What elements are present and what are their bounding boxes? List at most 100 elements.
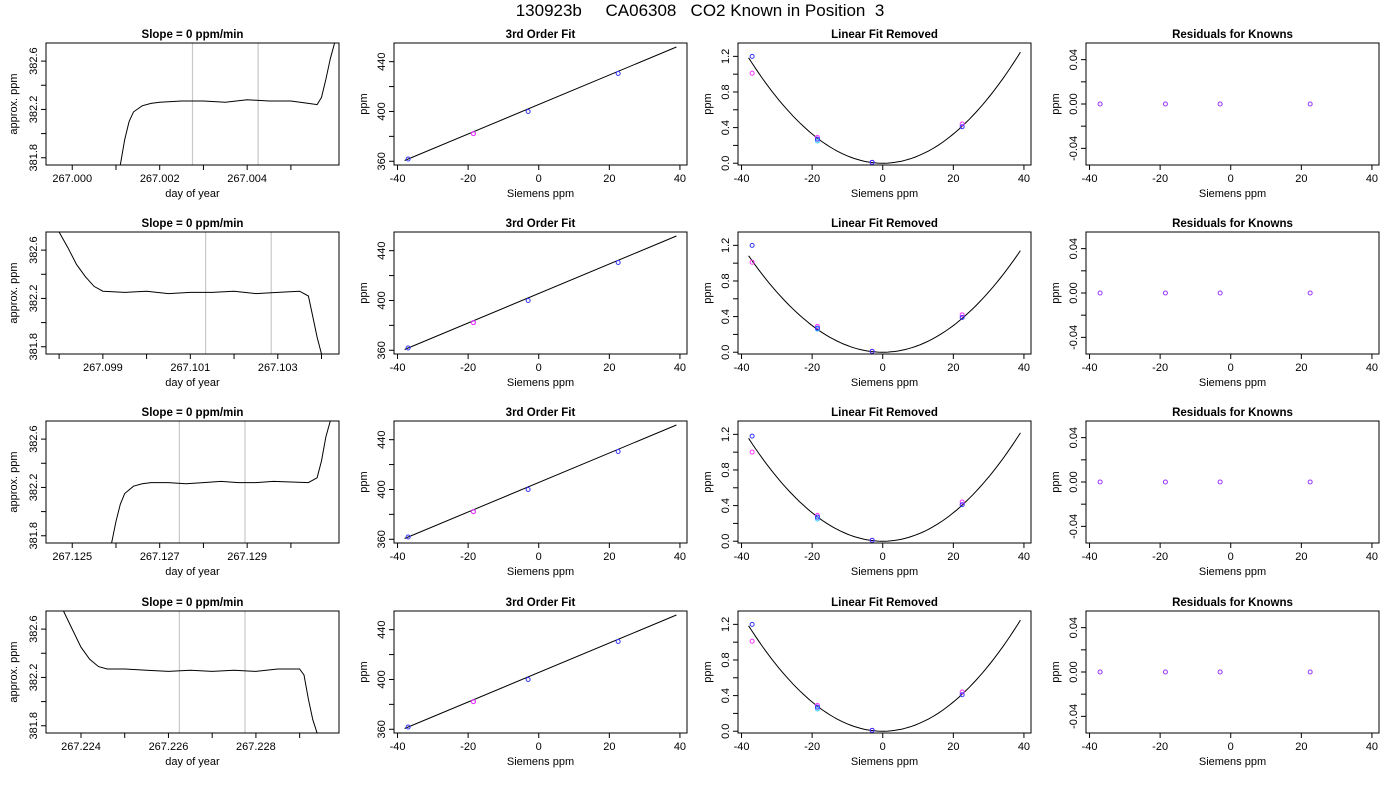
residual-point (1217, 669, 1223, 675)
plot-frame (393, 610, 688, 734)
y-tick-label: 0.00 (1068, 661, 1080, 682)
data-point-alt (749, 259, 755, 265)
plot-area (404, 46, 677, 162)
data-point (525, 297, 531, 303)
y-tick-label: 0.4 (720, 120, 732, 135)
residual-point (1307, 479, 1313, 485)
y-tick-label: 360 (376, 152, 388, 170)
y-tick-label: 1.2 (720, 617, 732, 632)
plot-area (58, 232, 322, 354)
x-axis-label: day of year (165, 756, 220, 768)
fit-line (404, 614, 677, 729)
data-point (615, 71, 621, 76)
panel-1-4: Residuals for Knowns -40 -20 0 20 40 Siemens p… (1050, 29, 1380, 200)
x-tick-label: 267.125 (52, 551, 92, 563)
plot-area (1097, 669, 1313, 675)
y-tick-label: 0.00 (1068, 93, 1080, 114)
panel-title: 3rd Order Fit (506, 597, 576, 609)
y-tick-label: 381.8 (28, 333, 40, 361)
y-axis-label: ppm (1050, 661, 1062, 682)
x-tick-label: 40 (1366, 173, 1378, 185)
x-tick-label: 40 (674, 362, 686, 374)
x-axis-label: day of year (165, 377, 220, 389)
x-axis-label: Siemens ppm (851, 188, 918, 200)
x-tick-label: -40 (390, 362, 406, 374)
x-tick-label: -40 (1082, 362, 1098, 374)
x-tick-label: 267.103 (258, 362, 298, 374)
panel-title: Residuals for Knowns (1172, 407, 1293, 419)
panel-1-3: Linear Fit Removed -40 -20 0 20 40 Siemens ppm… (702, 29, 1032, 200)
fit-curve (748, 250, 1021, 353)
data-point (405, 724, 411, 730)
y-tick-label: 1.2 (720, 49, 732, 64)
plot-frame (45, 610, 340, 734)
plot-area (63, 611, 318, 733)
trace-line (58, 232, 322, 354)
panel-title: Residuals for Knowns (1172, 597, 1293, 609)
data-point-alt (959, 499, 965, 505)
residual-point (1307, 101, 1313, 107)
x-axis-label: Siemens ppm (507, 188, 574, 200)
x-tick-label: 267.127 (140, 551, 180, 563)
y-tick-label: 440 (376, 241, 388, 259)
plot-frame (45, 420, 340, 544)
data-point (869, 348, 875, 354)
y-tick-label: 382.6 (28, 615, 40, 643)
residual-point (1097, 669, 1103, 675)
fit-curve (748, 432, 1021, 542)
y-tick-label: 0.4 (720, 498, 732, 513)
y-axis-label: approx. ppm (8, 641, 20, 702)
x-tick-label: 0 (536, 173, 542, 185)
data-point (525, 108, 531, 114)
residual-point (1217, 479, 1223, 485)
data-point (470, 131, 476, 137)
fit-line (404, 235, 677, 350)
x-tick-label: -40 (734, 551, 750, 563)
data-point-alt (959, 689, 965, 695)
y-tick-label: 0.0 (720, 724, 732, 739)
data-point (405, 534, 411, 540)
x-tick-label: 40 (674, 173, 686, 185)
plot-area (748, 432, 1021, 543)
x-tick-label: 40 (1366, 362, 1378, 374)
data-point-alt (814, 706, 820, 712)
plot-frame (45, 231, 340, 355)
panel-4-1: Slope = 0 ppm/min 267.224 267.226 267.228 da… (8, 597, 340, 768)
x-tick-label: 0 (880, 173, 886, 185)
data-point (869, 537, 875, 543)
panel-title: 3rd Order Fit (506, 29, 576, 41)
x-axis-label: Siemens ppm (1199, 566, 1266, 578)
data-point (959, 502, 965, 508)
x-tick-label: 40 (1018, 551, 1030, 563)
data-point (525, 486, 531, 492)
y-tick-label: 0.0 (720, 345, 732, 360)
panel-1-2: 3rd Order Fit -40 -20 0 20 40 Siemens ppm 360 40… (358, 29, 688, 200)
x-tick-label: 40 (1018, 362, 1030, 374)
plot-area (404, 614, 677, 730)
y-tick-label: 0.8 (720, 273, 732, 288)
y-tick-label: 0.0 (720, 156, 732, 171)
residual-point (1162, 101, 1168, 107)
x-tick-label: 20 (1295, 741, 1307, 753)
y-tick-label: -0.04 (1068, 514, 1080, 539)
data-point (959, 314, 965, 320)
y-axis-label: ppm (702, 471, 714, 492)
y-tick-label: 0.04 (1068, 238, 1080, 259)
panel-3-4: Residuals for Knowns -40 -20 0 20 40 Siemens p… (1050, 407, 1380, 578)
panel-4-3: Linear Fit Removed -40 -20 0 20 40 Siemens ppm… (702, 597, 1032, 768)
y-tick-label: 381.8 (28, 144, 40, 172)
data-point-alt (814, 516, 820, 522)
residual-point (1097, 290, 1103, 296)
panel-title: Linear Fit Removed (831, 218, 938, 230)
x-tick-label: -20 (804, 741, 820, 753)
data-point (814, 514, 820, 520)
residual-point (1307, 669, 1313, 675)
x-tick-label: 20 (1295, 362, 1307, 374)
x-tick-label: 0 (880, 551, 886, 563)
panel-title: 3rd Order Fit (506, 218, 576, 230)
x-tick-label: 0 (536, 362, 542, 374)
trace-line (111, 421, 331, 543)
panel-title: Slope = 0 ppm/min (142, 597, 244, 609)
plot-area (748, 51, 1021, 165)
